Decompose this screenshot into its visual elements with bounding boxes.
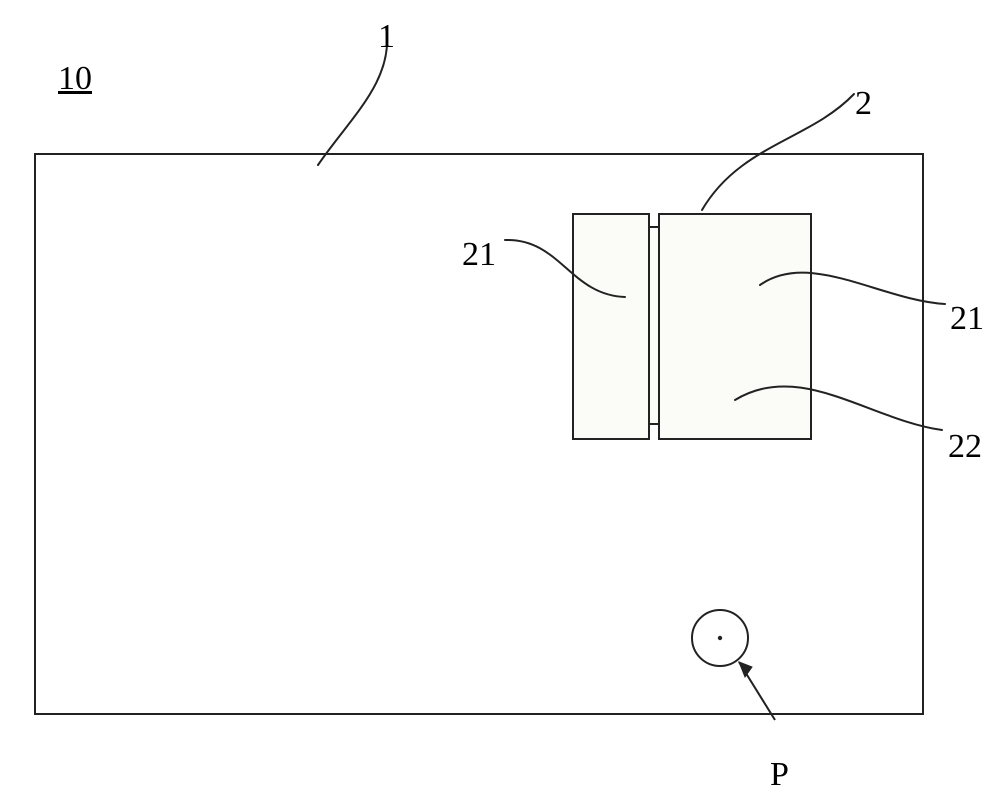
label-ref1: 1 [378,18,395,56]
label-ref21a: 21 [462,236,496,274]
inner-block-left [573,214,649,439]
point-dot [718,636,722,640]
label-ref21b: 21 [950,300,984,338]
leader-to-P-arrowhead [739,662,752,677]
label-figure_ref: 10 [58,60,92,98]
leader-to_2 [702,94,854,210]
leader-to_1 [318,27,387,165]
diagram-canvas [0,0,1000,812]
inner-bar [649,227,659,424]
label-ref22: 22 [948,428,982,466]
label-refP: P [770,756,789,794]
label-ref2: 2 [855,85,872,123]
inner-block-right [659,214,811,439]
